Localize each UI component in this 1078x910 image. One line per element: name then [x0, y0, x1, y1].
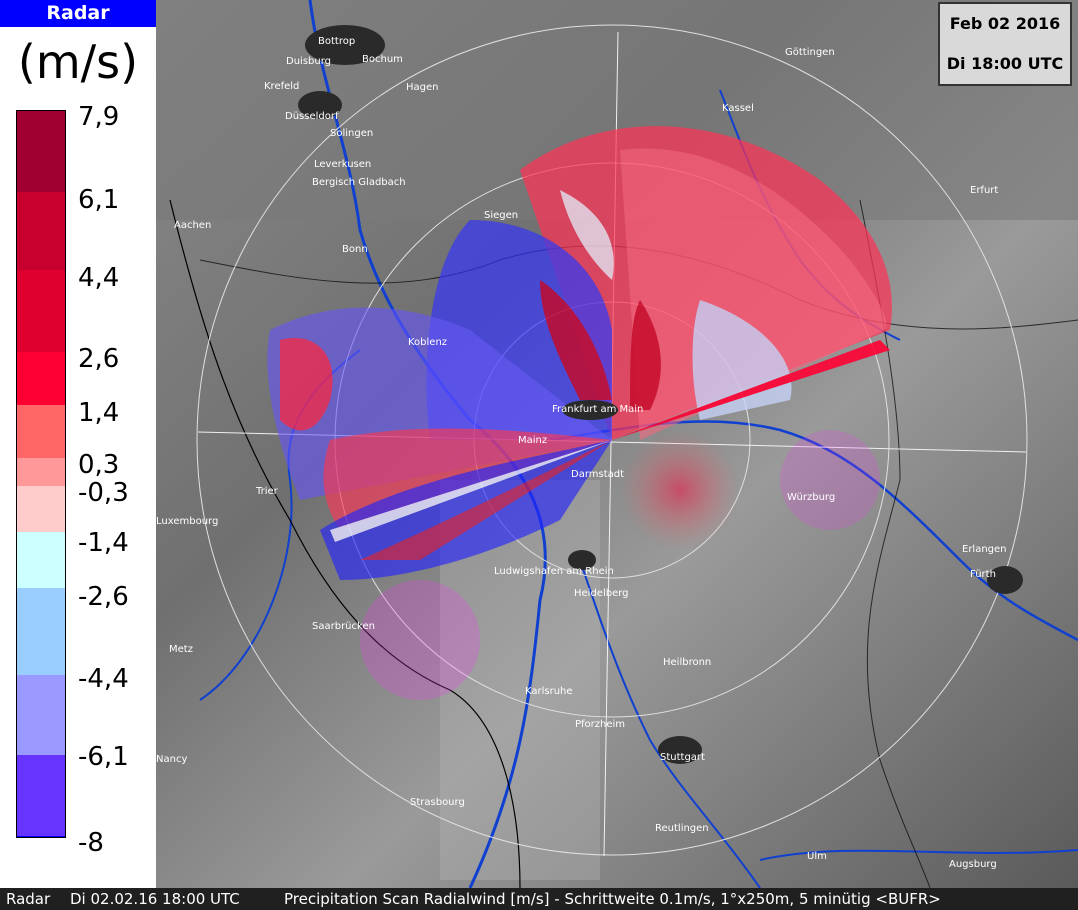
city-label: Strasbourg: [410, 797, 465, 808]
scale-tick: 0,3: [78, 450, 120, 480]
city-label: Metz: [169, 644, 193, 655]
city-label: Krefeld: [264, 81, 299, 92]
city-label: Göttingen: [785, 47, 835, 58]
scale-tick: -4,4: [78, 664, 129, 694]
city-label: Trier: [255, 486, 279, 497]
scale-tick: -2,6: [78, 582, 129, 612]
city-label: Fürth: [970, 569, 996, 580]
scale-tick: -1,4: [78, 528, 129, 558]
city-label: Mainz: [518, 435, 547, 446]
city-label: Siegen: [484, 210, 518, 221]
scale-segment: [16, 405, 66, 458]
date-label: Feb 02 2016: [949, 14, 1061, 33]
city-label: Hagen: [406, 82, 439, 93]
footer-radar-label: Radar: [6, 890, 51, 908]
city-label: Karlsruhe: [525, 686, 573, 697]
scale-tick: 4,4: [78, 263, 120, 293]
city-label: Ulm: [807, 851, 827, 862]
city-label: Leverkusen: [314, 159, 371, 170]
radar-map[interactable]: Bottrop Duisburg Bochum Krefeld Hagen Dü…: [156, 0, 1078, 888]
city-label: Heilbronn: [663, 657, 711, 668]
scale-segment: [16, 458, 66, 486]
scale-tick: 2,6: [78, 344, 120, 374]
radar-echoes: [267, 126, 892, 700]
color-scale: [16, 110, 66, 838]
legend-panel: Radar (m/s) 7,9 6,1 4,4 2,6 1,4 0,3 -0,3…: [0, 0, 156, 888]
state-border: [859, 199, 931, 888]
scale-tick: -0,3: [78, 478, 129, 508]
city-label: Stuttgart: [660, 752, 705, 763]
city-label: Aachen: [174, 220, 211, 231]
city-label: Augsburg: [949, 859, 997, 870]
city-label: Duisburg: [286, 56, 331, 67]
scale-segment: [16, 532, 66, 588]
city-label: Nancy: [156, 754, 187, 765]
scale-segment: [16, 352, 66, 405]
city-label: Darmstadt: [571, 469, 624, 480]
unit-label: (m/s): [17, 35, 139, 89]
scale-segment: [16, 755, 66, 836]
city-label: Ludwigshafen am Rhein: [494, 566, 614, 577]
city-label: Kassel: [722, 103, 754, 114]
city-label: Würzburg: [787, 492, 835, 503]
neckar-river: [579, 559, 761, 888]
city-label: Bochum: [362, 54, 403, 65]
scale-tick: 1,4: [78, 398, 120, 428]
city-label: Düsseldorf: [285, 111, 339, 122]
danube-river: [759, 849, 1078, 861]
timestamp-box: Feb 02 2016 Di 18:00 UTC: [938, 2, 1072, 86]
range-ring-outer: [196, 24, 1028, 856]
city-label: Luxembourg: [156, 516, 218, 527]
scale-tick: 6,1: [78, 185, 120, 215]
scale-segment: [16, 110, 66, 192]
city-label: Erfurt: [970, 185, 998, 196]
city-label: Saarbrücken: [312, 621, 375, 632]
scale-tick: -8: [78, 828, 104, 858]
city-label: Pforzheim: [575, 719, 625, 730]
city-label: Reutlingen: [655, 823, 709, 834]
footer-description: Precipitation Scan Radialwind [m/s] - Sc…: [284, 890, 941, 908]
scale-segment: [16, 486, 66, 532]
scale-outline: [16, 110, 66, 838]
scale-segment: [16, 192, 66, 270]
city-label: Erlangen: [962, 544, 1007, 555]
city-label: Koblenz: [408, 337, 447, 348]
scale-segment: [16, 270, 66, 352]
city-label: Solingen: [330, 128, 373, 139]
city-label: Bergisch Gladbach: [312, 177, 406, 188]
legend-title: Radar: [0, 0, 156, 27]
scale-segment: [16, 588, 66, 675]
national-border: [169, 199, 521, 888]
scale-segment: [16, 675, 66, 755]
scale-tick: -6,1: [78, 742, 129, 772]
city-label: Heidelberg: [574, 588, 629, 599]
urban-areas: [298, 25, 1023, 764]
city-label: Bonn: [342, 244, 368, 255]
city-label: Frankfurt am Main: [552, 404, 643, 415]
time-label: Di 18:00 UTC: [946, 54, 1064, 73]
city-labels: Bottrop Duisburg Bochum Krefeld Hagen Dü…: [156, 36, 1007, 870]
scale-tick: 7,9: [78, 102, 120, 132]
status-bar: Radar Di 02.02.16 18:00 UTC Precipitation …: [0, 888, 1078, 910]
city-label: Bottrop: [318, 36, 355, 47]
footer-timestamp: Di 02.02.16 18:00 UTC: [70, 890, 240, 908]
